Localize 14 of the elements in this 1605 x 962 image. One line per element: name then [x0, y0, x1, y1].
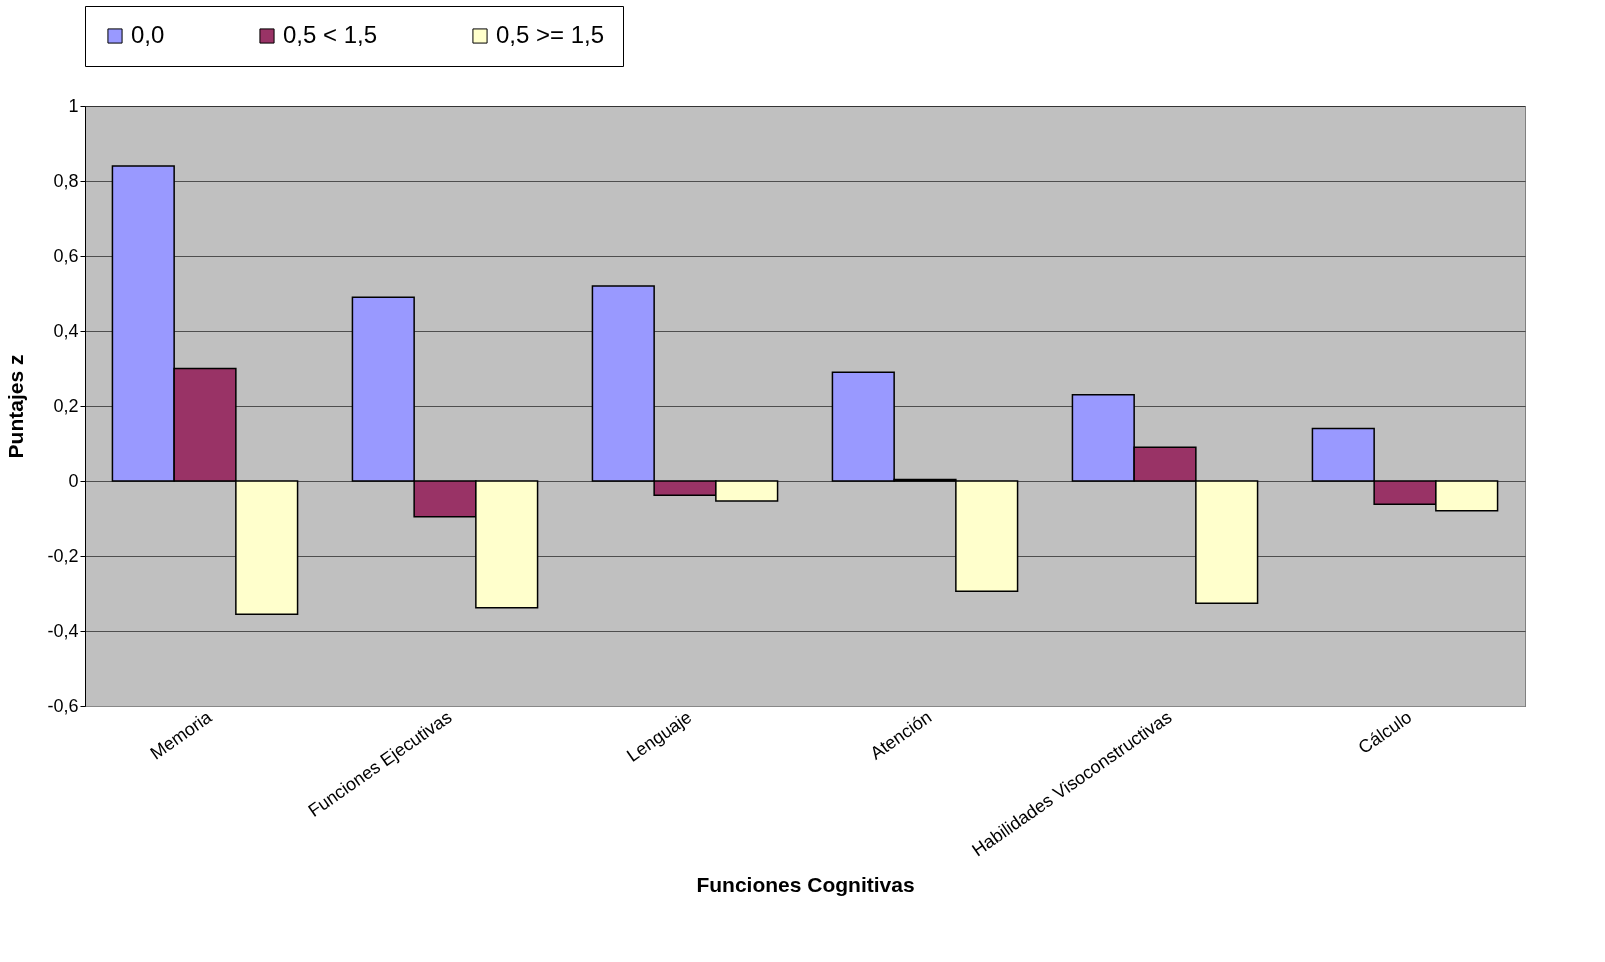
y-tick-label: 1: [68, 95, 79, 116]
y-tick-label: 0: [68, 470, 79, 491]
y-tick-label: 0,8: [53, 170, 79, 191]
y-tick-label: 0,4: [53, 320, 79, 341]
y-tick-label: -0,6: [47, 695, 79, 716]
y-tick-label: 0,2: [53, 395, 79, 416]
y-tick-label: -0,2: [47, 545, 79, 566]
y-axis-title: Puntajes z: [4, 354, 28, 459]
legend-label: 0,0: [131, 21, 165, 48]
legend-label: 0,5 >= 1,5: [496, 21, 605, 48]
x-axis-title: Funciones Cognitivas: [696, 873, 915, 897]
y-tick-label: 0,6: [53, 245, 79, 266]
y-tick-label: -0,4: [47, 620, 79, 641]
legend-label: 0,5 < 1,5: [283, 21, 378, 48]
